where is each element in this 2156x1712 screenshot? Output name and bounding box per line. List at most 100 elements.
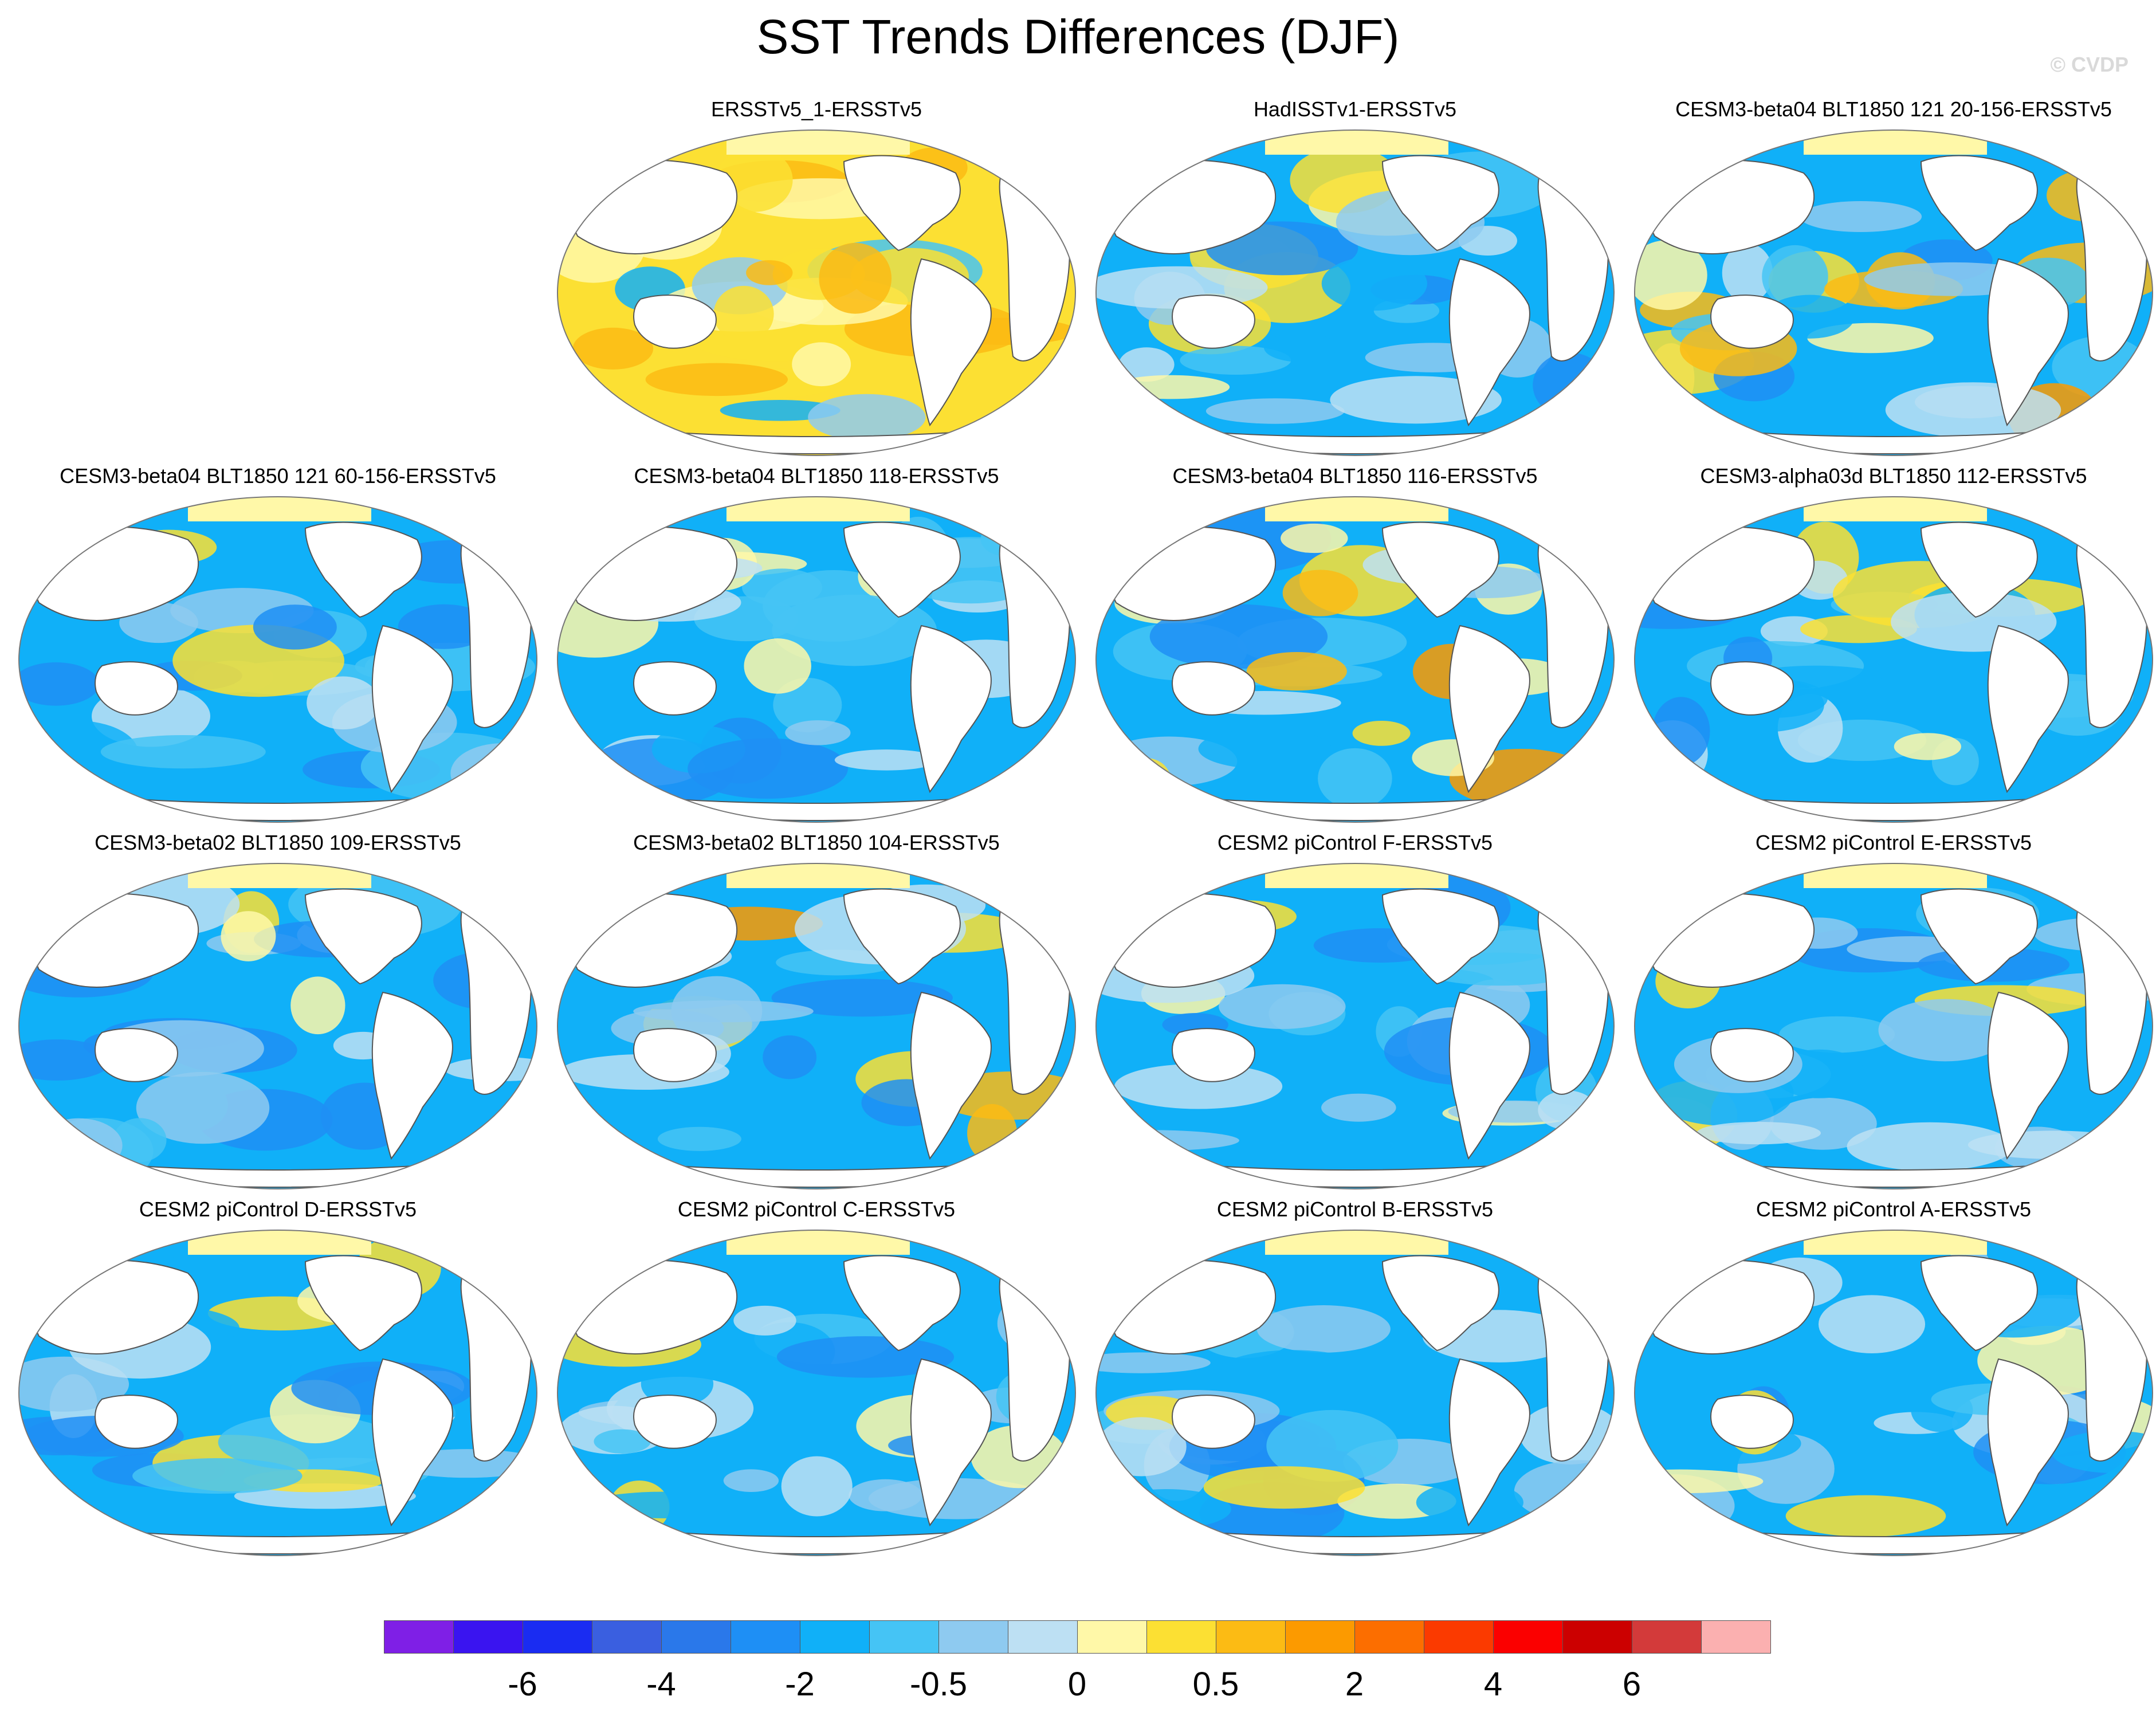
arctic-zone xyxy=(1265,130,1448,155)
sst-contour-patch xyxy=(688,738,848,799)
land-americas-south xyxy=(371,991,453,1160)
land-australia xyxy=(1172,295,1255,349)
sst-contour-patch xyxy=(763,1035,817,1079)
land-americas-north xyxy=(1381,521,1499,618)
sst-contour-patch xyxy=(1818,1295,1926,1353)
arctic-zone xyxy=(1265,1230,1448,1255)
sst-contour-patch xyxy=(307,676,380,730)
robinson-map xyxy=(1095,496,1615,823)
panel-title: CESM3-beta04 BLT1850 121 20-156-ERSSTv5 xyxy=(1675,97,2112,121)
sst-contour-patch xyxy=(1203,1466,1365,1509)
map-panel: CESM2 piControl E-ERSSTv5 xyxy=(1627,831,2156,1197)
colorbar-label: -4 xyxy=(646,1666,676,1703)
panel-title: CESM3-beta04 BLT1850 116-ERSSTv5 xyxy=(1172,464,1538,488)
sst-contour-patch xyxy=(1894,733,1962,760)
colorbar-swatch xyxy=(523,1620,592,1654)
colorbar-swatch xyxy=(800,1620,870,1654)
sst-contour-patch xyxy=(792,342,851,387)
land-australia xyxy=(1172,661,1255,716)
sst-contour-patch xyxy=(1762,245,1828,308)
robinson-map xyxy=(1634,863,2153,1189)
colorbar-swatch xyxy=(1424,1620,1494,1654)
sst-contour-patch xyxy=(1096,1352,1211,1373)
sst-contour-patch xyxy=(713,285,774,342)
land-americas-north xyxy=(304,521,422,618)
sst-contour-patch xyxy=(1696,1121,1821,1145)
land-americas-south xyxy=(910,625,992,794)
sst-contour-patch xyxy=(781,1456,853,1517)
sst-contour-patch xyxy=(132,1458,303,1494)
arctic-zone xyxy=(726,863,910,888)
colorbar-swatch xyxy=(1285,1620,1355,1654)
map-panel: CESM3-beta04 BLT1850 121 20-156-ERSSTv5 xyxy=(1627,97,2156,464)
sst-contour-patch xyxy=(1847,1122,2013,1171)
sst-contour-patch xyxy=(1321,1093,1396,1122)
land-americas-north xyxy=(1381,888,1499,985)
sst-contour-patch xyxy=(1205,398,1345,424)
sst-contour-patch xyxy=(1848,1446,1934,1481)
sst-contour-patch xyxy=(645,363,788,396)
map-panel: ERSSTv5_1-ERSSTv5 xyxy=(550,97,1083,464)
map-border xyxy=(1095,1230,1615,1556)
colorbar-label: 4 xyxy=(1483,1666,1503,1703)
land-americas-north xyxy=(843,155,961,252)
robinson-map xyxy=(1634,129,2153,456)
land-americas-south xyxy=(910,991,992,1160)
panel-title: CESM3-beta02 BLT1850 104-ERSSTv5 xyxy=(633,831,1000,854)
colorbar-label: -2 xyxy=(785,1666,815,1703)
sst-contour-patch xyxy=(785,720,851,745)
sst-contour-patch xyxy=(1330,376,1502,424)
arctic-zone xyxy=(1804,1230,1987,1255)
robinson-map xyxy=(18,863,537,1189)
land-americas-north xyxy=(304,1255,422,1352)
colorbar-swatch xyxy=(1146,1620,1216,1654)
land-australia xyxy=(95,1028,178,1082)
panel-title: CESM2 piControl C-ERSSTv5 xyxy=(677,1197,956,1221)
map-border xyxy=(557,1230,1076,1556)
sst-contour-patch xyxy=(1878,999,2012,1062)
land-americas-south xyxy=(1448,258,1530,427)
sst-contour-patch xyxy=(1211,1350,1376,1404)
robinson-map xyxy=(557,496,1076,823)
arctic-zone xyxy=(188,1230,371,1255)
sst-contour-patch xyxy=(771,979,953,1017)
sst-contour-patch xyxy=(1266,1409,1399,1482)
map-border xyxy=(18,496,537,823)
land-americas-north xyxy=(304,888,422,985)
colorbar-swatch xyxy=(1077,1620,1147,1654)
sst-contour-patch xyxy=(398,604,491,649)
map-border xyxy=(557,496,1076,823)
sst-contour-patch xyxy=(849,1479,922,1511)
colorbar-swatch xyxy=(1632,1620,1702,1654)
sst-contour-patch xyxy=(834,749,939,771)
land-americas-north xyxy=(843,521,961,618)
colorbar-label: 0 xyxy=(1067,1666,1087,1703)
sst-contour-patch xyxy=(1282,570,1358,617)
colorbar-swatch xyxy=(1008,1620,1078,1654)
land-australia xyxy=(1710,1395,1794,1449)
land-australia xyxy=(1172,1028,1255,1082)
land-americas-north xyxy=(1920,155,2038,252)
sst-contour-patch xyxy=(1112,375,1230,399)
sst-contour-patch xyxy=(1263,332,1338,362)
map-panel: CESM3-beta04 BLT1850 118-ERSSTv5 xyxy=(550,464,1083,831)
panel-title: ERSSTv5_1-ERSSTv5 xyxy=(710,97,922,121)
map-border xyxy=(1634,863,2153,1189)
map-border xyxy=(1095,863,1615,1189)
map-panel: CESM3-alpha03d BLT1850 112-ERSSTv5 xyxy=(1627,464,2156,831)
sst-contour-patch xyxy=(136,1071,270,1144)
map-border xyxy=(1095,496,1615,823)
panel-title: CESM2 piControl A-ERSSTv5 xyxy=(1756,1197,2032,1221)
sst-contour-patch xyxy=(19,1039,113,1081)
colorbar: -6 -4 -2 -0.5 0 0.5 2 4 6 xyxy=(384,1620,1771,1712)
arctic-zone xyxy=(1265,497,1448,521)
map-border xyxy=(557,863,1076,1189)
land-americas-north xyxy=(1381,1255,1499,1352)
land-australia xyxy=(95,661,178,716)
panel-title: CESM2 piControl B-ERSSTv5 xyxy=(1216,1197,1494,1221)
arctic-zone xyxy=(188,863,371,888)
colorbar-swatch xyxy=(384,1620,454,1654)
panel-title: CESM2 piControl F-ERSSTv5 xyxy=(1217,831,1493,854)
sst-contour-patch xyxy=(1198,728,1332,769)
land-americas-north xyxy=(1920,888,2038,985)
